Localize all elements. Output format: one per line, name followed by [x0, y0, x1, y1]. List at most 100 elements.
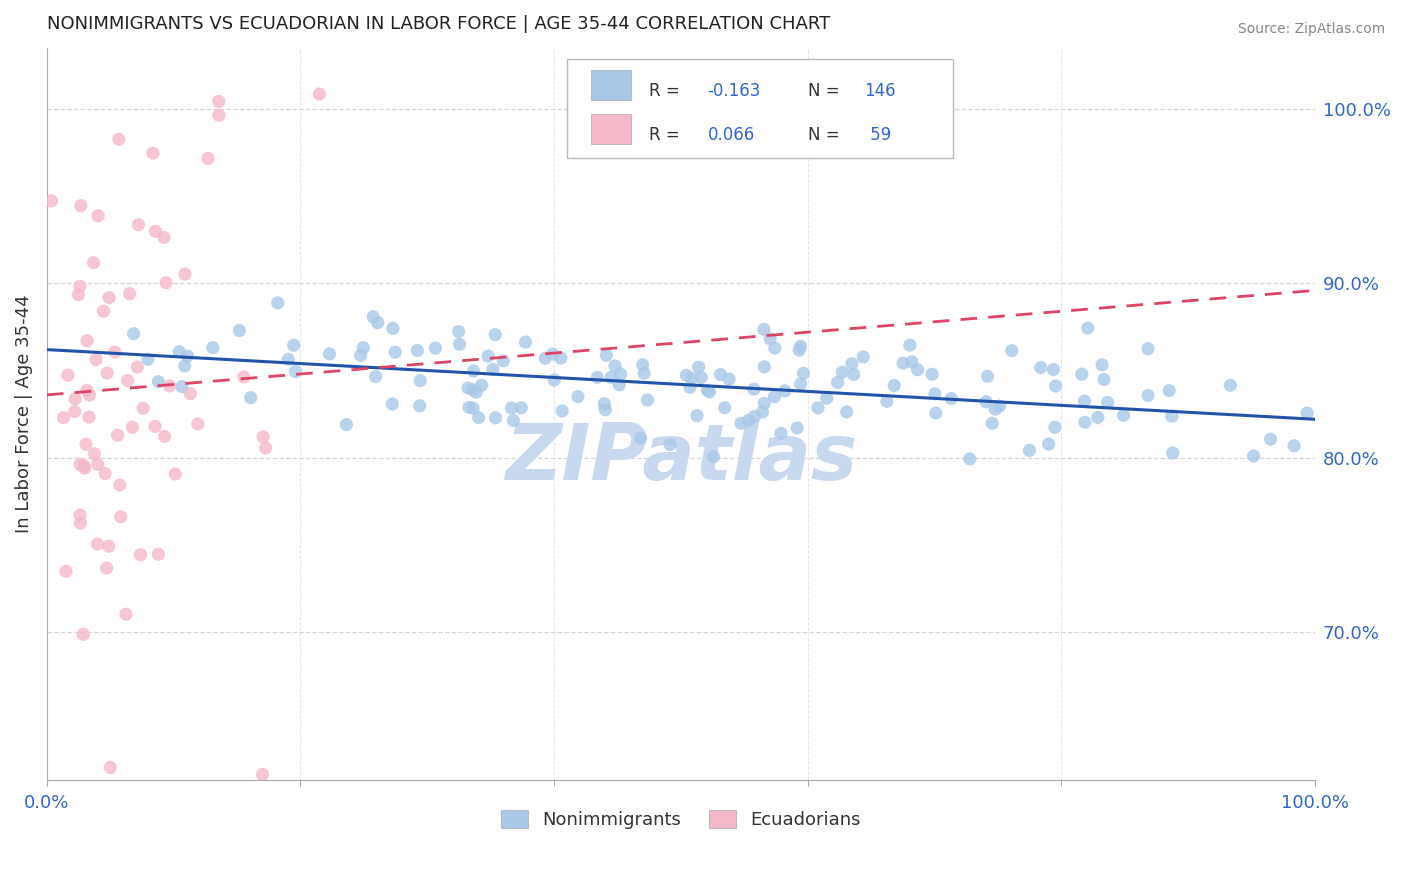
- Point: [94, 467, 117, 481]
- Point: [1077, 321, 1099, 335]
- Point: [208, 95, 231, 109]
- Point: [73, 461, 96, 475]
- Point: [841, 357, 863, 371]
- Point: [515, 334, 537, 349]
- Point: [815, 391, 838, 405]
- Point: [381, 397, 404, 411]
- Point: [228, 324, 250, 338]
- Point: [69, 516, 91, 530]
- Point: [609, 367, 631, 381]
- Point: [600, 370, 623, 384]
- Point: [129, 548, 152, 562]
- Point: [1112, 409, 1135, 423]
- Point: [541, 347, 564, 361]
- Point: [108, 478, 131, 492]
- Point: [55, 564, 77, 578]
- Point: [702, 450, 724, 464]
- Point: [742, 382, 765, 396]
- Point: [607, 377, 630, 392]
- Point: [686, 409, 709, 423]
- Point: [409, 374, 432, 388]
- Point: [1097, 395, 1119, 409]
- Point: [267, 296, 290, 310]
- Point: [408, 399, 430, 413]
- Point: [108, 132, 131, 146]
- Legend: Nonimmigrants, Ecuadorians: Nonimmigrants, Ecuadorians: [494, 803, 868, 837]
- Point: [69, 508, 91, 522]
- Point: [769, 426, 792, 441]
- Point: [1029, 360, 1052, 375]
- Point: [1160, 409, 1182, 424]
- Point: [93, 304, 115, 318]
- Point: [97, 539, 120, 553]
- Point: [1070, 367, 1092, 381]
- Y-axis label: In Labor Force | Age 35-44: In Labor Force | Age 35-44: [15, 294, 32, 533]
- Point: [1296, 406, 1319, 420]
- Text: R =: R =: [650, 82, 685, 100]
- Text: 146: 146: [865, 82, 896, 100]
- Point: [789, 376, 811, 391]
- Point: [1042, 362, 1064, 376]
- Point: [122, 326, 145, 341]
- Text: 0.066: 0.066: [707, 126, 755, 144]
- Point: [136, 352, 159, 367]
- Point: [754, 396, 776, 410]
- Point: [63, 392, 86, 406]
- Point: [988, 399, 1011, 413]
- Point: [201, 341, 224, 355]
- Point: [974, 394, 997, 409]
- Point: [84, 352, 107, 367]
- Point: [277, 352, 299, 367]
- Point: [406, 343, 429, 358]
- Text: N =: N =: [807, 126, 845, 144]
- FancyBboxPatch shape: [567, 60, 953, 158]
- Point: [361, 310, 384, 324]
- Point: [41, 194, 63, 208]
- Point: [155, 276, 177, 290]
- Point: [630, 431, 652, 445]
- Point: [737, 413, 759, 427]
- Point: [690, 370, 713, 384]
- Point: [449, 337, 471, 351]
- Point: [713, 401, 735, 415]
- Point: [98, 760, 121, 774]
- Point: [681, 371, 703, 385]
- Point: [148, 375, 170, 389]
- Point: [787, 343, 810, 357]
- Point: [637, 392, 659, 407]
- Point: [941, 392, 963, 406]
- Point: [1091, 358, 1114, 372]
- Point: [835, 405, 858, 419]
- Point: [675, 368, 697, 383]
- Point: [696, 384, 718, 398]
- Point: [83, 255, 105, 269]
- Point: [786, 421, 808, 435]
- Point: [381, 321, 404, 335]
- Point: [484, 327, 506, 342]
- Point: [121, 420, 143, 434]
- Point: [76, 383, 98, 397]
- Point: [567, 390, 589, 404]
- Point: [174, 267, 197, 281]
- Point: [153, 429, 176, 443]
- Point: [679, 380, 702, 394]
- FancyBboxPatch shape: [591, 70, 631, 101]
- Point: [807, 401, 830, 415]
- Point: [463, 364, 485, 378]
- Point: [283, 338, 305, 352]
- Point: [208, 108, 231, 122]
- Point: [1001, 343, 1024, 358]
- Point: [96, 561, 118, 575]
- Point: [159, 379, 181, 393]
- Point: [463, 401, 485, 416]
- Text: N =: N =: [807, 82, 845, 100]
- Point: [67, 287, 90, 301]
- Point: [76, 334, 98, 348]
- Point: [925, 406, 948, 420]
- Point: [284, 364, 307, 378]
- Point: [142, 146, 165, 161]
- Point: [115, 607, 138, 622]
- Point: [891, 356, 914, 370]
- Point: [308, 87, 330, 101]
- Point: [318, 347, 340, 361]
